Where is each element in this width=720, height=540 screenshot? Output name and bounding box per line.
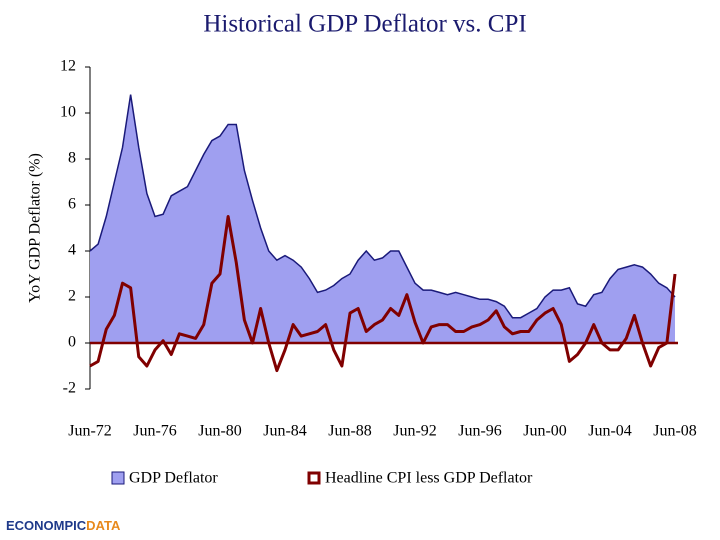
x-tick-label: Jun-80 xyxy=(198,423,242,440)
area xyxy=(90,94,675,343)
y-tick-label: 4 xyxy=(68,242,76,259)
legend-swatch xyxy=(307,471,321,485)
y-axis-label: YoY GDP Deflator (%) xyxy=(27,153,44,303)
x-tick-label: Jun-04 xyxy=(588,423,632,440)
y-tick-label: 10 xyxy=(60,104,76,121)
x-tick-label: Jun-72 xyxy=(68,423,112,440)
legend-label: Headline CPI less GDP Deflator xyxy=(325,470,533,487)
y-tick-label: -2 xyxy=(63,380,76,397)
y-tick-label: 0 xyxy=(68,334,76,351)
y-tick-label: 8 xyxy=(68,150,76,167)
legend-swatch xyxy=(111,471,125,485)
logo: ECONOMPICDATA xyxy=(6,518,121,533)
legend-label: GDP Deflator xyxy=(129,470,218,487)
chart-title: Historical GDP Deflator vs. CPI xyxy=(203,11,526,38)
x-tick-label: Jun-08 xyxy=(653,423,697,440)
x-tick-label: Jun-92 xyxy=(393,423,437,440)
y-tick-label: 2 xyxy=(68,288,76,305)
x-tick-label: Jun-84 xyxy=(263,423,307,440)
x-tick-label: Jun-96 xyxy=(458,423,502,440)
y-tick-label: 6 xyxy=(68,196,76,213)
area-edge xyxy=(89,94,676,319)
line xyxy=(89,215,677,373)
x-tick-label: Jun-00 xyxy=(523,423,567,440)
y-tick-label: 12 xyxy=(60,58,76,75)
x-tick-label: Jun-88 xyxy=(328,423,372,440)
x-tick-label: Jun-76 xyxy=(133,423,177,440)
